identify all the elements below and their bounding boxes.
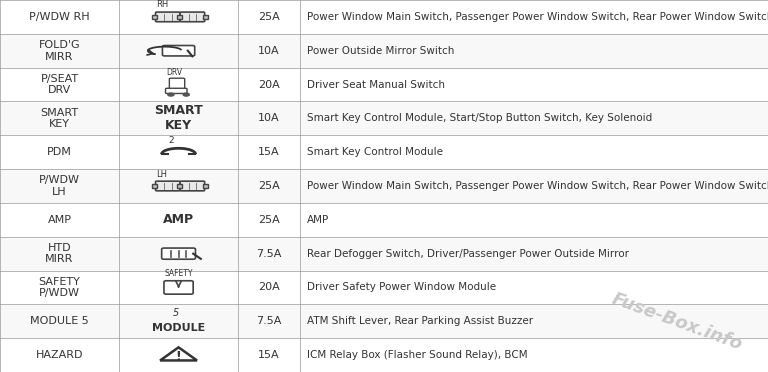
Text: MODULE 5: MODULE 5 [30,316,89,326]
Text: AMP: AMP [163,213,194,226]
Text: 10A: 10A [258,46,280,56]
Bar [177,15,181,19]
FancyBboxPatch shape [161,248,195,259]
Bar [0,304,768,338]
Text: RH: RH [156,0,168,9]
Circle shape [183,93,189,96]
Text: 10A: 10A [258,113,280,124]
Bar [152,15,157,19]
Text: Smart Key Control Module, Start/Stop Button Switch, Key Solenoid: Smart Key Control Module, Start/Stop But… [307,113,653,124]
Text: AMP: AMP [48,215,71,225]
Text: 25A: 25A [258,12,280,22]
Text: 15A: 15A [258,147,280,157]
Text: HTD
MIRR: HTD MIRR [45,243,74,264]
Circle shape [167,93,174,96]
Text: 2: 2 [168,137,174,145]
Text: SMART
KEY: SMART KEY [154,105,203,132]
Text: HAZARD: HAZARD [36,350,83,360]
FancyBboxPatch shape [180,181,204,191]
Text: 7.5A: 7.5A [256,248,282,259]
FancyBboxPatch shape [155,181,180,191]
Bar [178,184,183,188]
FancyBboxPatch shape [169,78,184,91]
Text: P/WDW RH: P/WDW RH [29,12,90,22]
Text: 25A: 25A [258,215,280,225]
Text: Power Outside Mirror Switch: Power Outside Mirror Switch [307,46,455,56]
Text: Rear Defogger Switch, Driver/Passenger Power Outside Mirror: Rear Defogger Switch, Driver/Passenger P… [307,248,629,259]
Bar [152,184,157,188]
Text: Power Window Main Switch, Passenger Power Window Switch, Rear Power Window Switc: Power Window Main Switch, Passenger Powe… [307,181,768,191]
FancyBboxPatch shape [155,12,180,22]
Bar [203,184,207,188]
Text: !: ! [176,350,181,363]
FancyBboxPatch shape [180,12,204,22]
Text: 15A: 15A [258,350,280,360]
Bar [0,135,768,169]
Bar [203,15,207,19]
Text: 5: 5 [172,308,179,318]
Text: AMP: AMP [307,215,329,225]
Text: MODULE: MODULE [152,323,205,333]
Text: 20A: 20A [258,80,280,90]
FancyBboxPatch shape [165,88,187,93]
Bar [0,338,768,372]
Bar [0,102,768,135]
Text: PDM: PDM [47,147,72,157]
Text: P/SEAT
DRV: P/SEAT DRV [41,74,78,95]
Text: Smart Key Control Module: Smart Key Control Module [307,147,443,157]
Bar [0,270,768,304]
Bar [0,237,768,270]
Bar [0,169,768,203]
Text: 7.5A: 7.5A [256,316,282,326]
Bar [178,15,183,19]
Text: SAFETY
P/WDW: SAFETY P/WDW [38,277,81,298]
FancyBboxPatch shape [164,281,193,294]
Bar [0,34,768,68]
Text: ATM Shift Lever, Rear Parking Assist Buzzer: ATM Shift Lever, Rear Parking Assist Buz… [307,316,533,326]
Text: Driver Safety Power Window Module: Driver Safety Power Window Module [307,282,496,292]
Text: FOLD'G
MIRR: FOLD'G MIRR [38,40,81,61]
Text: LH: LH [156,170,167,179]
FancyBboxPatch shape [162,45,194,56]
Polygon shape [160,347,197,360]
Text: SAFETY: SAFETY [164,269,193,278]
Text: Power Window Main Switch, Passenger Power Window Switch, Rear Power Window Switc: Power Window Main Switch, Passenger Powe… [307,12,768,22]
Text: DRV: DRV [166,68,182,77]
Text: P/WDW
LH: P/WDW LH [39,175,80,197]
Bar [177,184,181,188]
Text: 25A: 25A [258,181,280,191]
Text: SMART
KEY: SMART KEY [41,108,78,129]
Text: Driver Seat Manual Switch: Driver Seat Manual Switch [307,80,445,90]
Text: 20A: 20A [258,282,280,292]
Bar [0,0,768,34]
Bar [0,68,768,102]
Bar [0,203,768,237]
Text: ICM Relay Box (Flasher Sound Relay), BCM: ICM Relay Box (Flasher Sound Relay), BCM [307,350,528,360]
Text: Fuse-Box.info: Fuse-Box.info [609,289,745,353]
